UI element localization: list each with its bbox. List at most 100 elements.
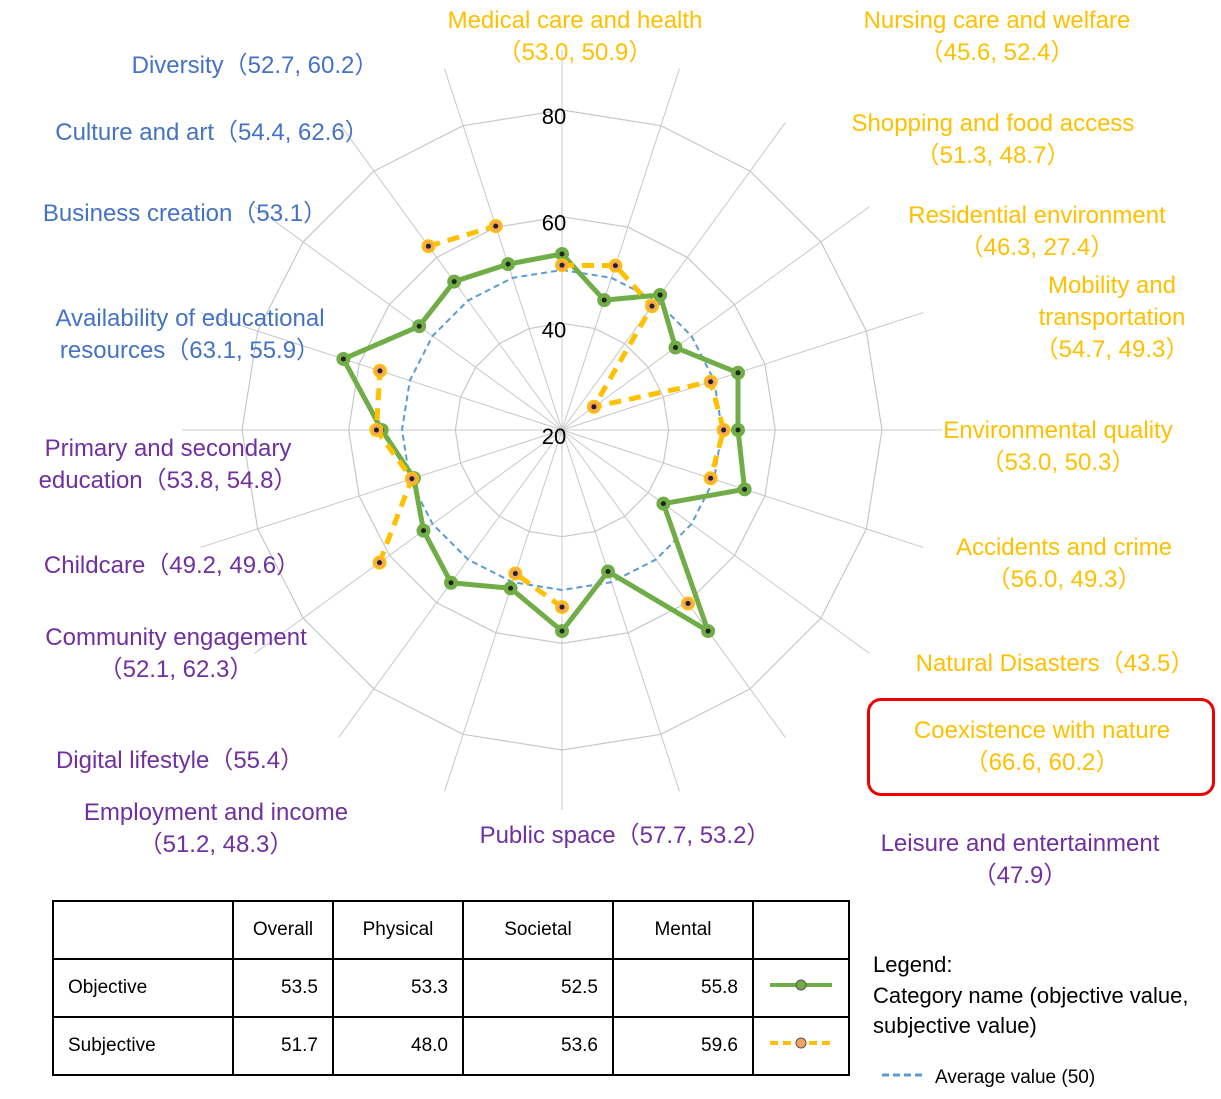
category-values: （49.2, 49.6）	[145, 552, 301, 579]
point-dot	[601, 297, 607, 303]
category-label: Public space（57.7, 53.2）	[425, 820, 825, 852]
point-dot	[559, 262, 565, 268]
average-label: Average value (50)	[935, 1067, 1096, 1088]
spoke	[561, 429, 680, 792]
spoke	[561, 429, 786, 738]
point-dot	[420, 528, 426, 534]
category-name: Coexistence with nature	[913, 717, 1171, 744]
point-dot	[409, 476, 415, 482]
category-label: Nursing care and welfare （45.6, 52.4）	[797, 5, 1197, 69]
point-dot	[649, 303, 655, 309]
y-tick-label: 60	[542, 211, 566, 236]
point-dot	[377, 368, 383, 374]
category-label: Childcare（49.2, 49.6）	[0, 550, 372, 582]
category-values: （53.1）	[232, 200, 328, 227]
category-label: Medical care and health （53.0, 50.9）	[375, 5, 775, 69]
point-dot	[512, 571, 518, 577]
category-values: （52.1, 62.3）	[98, 656, 254, 683]
category-values: （55.4）	[209, 747, 305, 774]
category-values: （56.0, 49.3）	[986, 566, 1142, 593]
point-dot	[721, 427, 727, 433]
category-name: Medical care and health	[447, 7, 703, 34]
point-dot	[559, 251, 565, 257]
category-values: （54.7, 49.3）	[1034, 336, 1190, 363]
category-values: （63.1, 55.9）	[165, 337, 321, 364]
cell: 53.3	[332, 958, 464, 1018]
category-name: Primary and secondary education	[38, 435, 292, 494]
point-dot	[416, 323, 422, 329]
point-dot	[373, 427, 379, 433]
point-dot	[591, 404, 597, 410]
category-values: （52.7, 60.2）	[223, 52, 379, 79]
category-name: Accidents and crime	[955, 534, 1173, 561]
spoke	[444, 429, 563, 792]
category-values: （54.4, 62.6）	[214, 119, 369, 146]
legend-title: Legend:	[873, 952, 953, 977]
point-dot	[451, 279, 457, 285]
y-tick-label: 40	[542, 317, 566, 342]
spoke	[561, 429, 870, 654]
point-dot	[685, 600, 691, 606]
series-line	[427, 223, 497, 249]
point-dot	[425, 243, 431, 249]
category-label: Culture and art（54.4, 62.6）	[12, 117, 412, 149]
table-header: Mental	[612, 900, 754, 960]
row-header: Objective	[52, 958, 234, 1018]
category-name: Nursing care and welfare	[863, 7, 1131, 34]
category-values: （53.0, 50.3）	[980, 449, 1136, 476]
legend-text: Category name (objective value, subjecti…	[873, 983, 1189, 1038]
category-label: Primary and secondary education（53.8, 54…	[18, 433, 318, 497]
category-values: （66.6, 60.2）	[964, 749, 1120, 776]
grid-ring	[454, 322, 670, 538]
category-label: Environmental quality （53.0, 50.3）	[888, 415, 1221, 479]
category-name: Availability of educational resources	[55, 305, 325, 364]
legend-key	[770, 1037, 832, 1049]
point-dot	[612, 263, 618, 269]
point-dot	[493, 223, 499, 229]
grid-ring	[348, 216, 776, 644]
point-dot	[705, 628, 711, 634]
cell: 59.6	[612, 1016, 754, 1076]
grid-ring	[241, 109, 883, 751]
average-line	[400, 268, 724, 592]
category-label: Residential environment （46.3, 27.4）	[857, 200, 1217, 264]
table-header	[752, 900, 850, 960]
category-values: （51.2, 48.3）	[138, 831, 294, 858]
point-dot	[559, 604, 565, 610]
spoke	[254, 429, 563, 654]
category-name: Community engagement	[45, 624, 307, 651]
spoke	[444, 68, 563, 431]
point-dot	[340, 356, 346, 362]
y-tick-label: 20	[542, 424, 566, 449]
cell	[752, 1016, 850, 1076]
category-label: Mobility and transportation （54.7, 49.3）	[1017, 270, 1207, 366]
category-values: （53.8, 54.8）	[142, 467, 298, 494]
category-name: Leisure and entertainment	[880, 830, 1160, 857]
average-key	[882, 1073, 926, 1077]
highlight-box	[867, 698, 1215, 796]
table-header: Societal	[462, 900, 614, 960]
category-name: Environmental quality	[943, 417, 1173, 444]
spoke	[561, 122, 786, 431]
category-name: Business creation	[42, 200, 233, 227]
category-label: Digital lifestyle（55.4）	[0, 745, 380, 777]
category-values: （57.7, 53.2）	[615, 822, 771, 849]
series-line	[513, 571, 564, 610]
category-name: Shopping and food access	[851, 110, 1135, 137]
table-header: Physical	[332, 900, 464, 960]
category-values: （47.9）	[972, 862, 1068, 889]
category-name: Mobility and transportation	[1038, 272, 1186, 331]
cell: 53.6	[462, 1016, 614, 1076]
category-label: Accidents and crime （56.0, 49.3）	[914, 532, 1214, 596]
cell: 52.5	[462, 958, 614, 1018]
category-label: Business creation（53.1）	[0, 198, 385, 230]
cell	[752, 958, 850, 1018]
summary-table: Overall Physical Societal Mental Objecti…	[52, 900, 850, 1076]
row-header: Subjective	[52, 1016, 234, 1076]
point-dot	[672, 345, 678, 351]
category-values: （46.3, 27.4）	[959, 234, 1115, 261]
point-dot	[376, 560, 382, 566]
category-name: Diversity	[131, 52, 224, 79]
category-values: （43.5）	[1099, 650, 1195, 677]
